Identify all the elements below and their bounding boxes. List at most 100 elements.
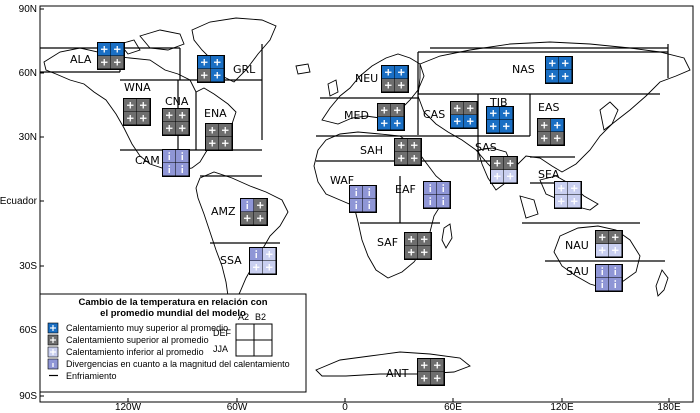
y-axis-label: 30S (19, 261, 37, 272)
legend-col-b: B2 (255, 312, 266, 322)
cell-divergence-dot (614, 280, 617, 282)
region-sas: SAS (475, 141, 518, 184)
coast-madagascar (441, 223, 453, 249)
coast-antarctica (315, 351, 471, 377)
legend-title-line1: Cambio de la temperatura en relación con (79, 297, 268, 308)
cell-divergence-dot (442, 197, 445, 199)
region-label: NEU (355, 72, 378, 85)
legend-item-label: Calentamiento superior al promedio (66, 335, 209, 345)
cell-divergence-dot (368, 201, 371, 203)
region-label: GRL (233, 63, 256, 76)
cell-divergence-dot (614, 267, 617, 269)
region-label: CAS (423, 108, 445, 121)
region-ala: ALA (70, 42, 125, 70)
region-cas: CAS (423, 101, 478, 129)
region-label: CAM (135, 154, 160, 167)
region-label: NAS (512, 63, 535, 76)
cell-divergence-dot (168, 165, 171, 167)
y-axis-label: 60N (19, 68, 37, 79)
region-label: SAF (377, 236, 398, 249)
region-label: WNA (124, 81, 151, 94)
coast-japan (599, 101, 619, 131)
region-ant: ANT (386, 358, 445, 386)
region-label: SEA (538, 168, 560, 181)
cell-divergence-dot (429, 184, 432, 186)
region-grl: GRL (197, 55, 256, 83)
x-axis-label: 60E (444, 402, 462, 413)
cell-divergence-dot (168, 152, 171, 154)
region-eas: EAS (537, 101, 565, 146)
region-wna: WNA (123, 81, 151, 126)
legend-item-label: Calentamiento muy superior al promedio (66, 323, 228, 333)
y-axis-label: Ecuador (0, 196, 38, 207)
region-eaf: EAF (395, 181, 451, 209)
region-saf: SAF (377, 232, 432, 260)
region-label: ENA (204, 107, 227, 120)
cell-divergence-dot (181, 165, 184, 167)
legend-items: Calentamiento muy superior al promedio Ca… (47, 322, 290, 381)
y-axis-label: 30N (19, 132, 37, 143)
legend-item-sp: Calentamiento superior al promedio (47, 334, 209, 346)
cell-divergence-dot (355, 188, 358, 190)
region-label: SAU (566, 265, 589, 278)
legend-item-ip: Calentamiento inferior al promedio (47, 346, 204, 358)
legend-row-a: DEF (213, 328, 232, 338)
legend-item-label: Enfriamiento (66, 371, 117, 381)
legend-item-label: Calentamiento inferior al promedio (66, 347, 204, 357)
region-label: WAF (330, 174, 354, 187)
cell-divergence-dot (255, 250, 258, 252)
x-axis-label: 0 (342, 402, 348, 413)
legend-title-line2: el promedio mundial del modelo (100, 308, 246, 319)
coast-australia (553, 225, 641, 289)
x-axis-label: 60W (227, 402, 248, 413)
region-med: MED (344, 103, 405, 131)
region-label: ANT (386, 367, 409, 380)
y-axis-label: 60S (19, 325, 37, 336)
coast-asia (417, 41, 691, 177)
cell-divergence-dot (429, 197, 432, 199)
y-axis-label: 90N (19, 4, 37, 15)
region-cna: CNA (162, 95, 190, 136)
region-sah: SAH (360, 138, 422, 166)
region-tib: TIB (486, 96, 514, 134)
cell-divergence-dot (601, 267, 604, 269)
region-nau: NAU (565, 230, 623, 258)
region-layer: ALA GRL WNA CNA ENA CAM AMZ SSA NEU MED SAH WAF EAF S… (70, 42, 623, 386)
legend-col-a: A2 (238, 312, 249, 322)
region-label: SAH (360, 144, 383, 157)
region-label: CNA (165, 95, 189, 108)
region-label: ALA (70, 53, 92, 66)
region-cam: CAM (135, 149, 190, 177)
cell-divergence-dot (181, 152, 184, 154)
coast-iceland (295, 63, 311, 75)
region-nas: NAS (512, 56, 573, 84)
legend-item-dv: Divergencias en cuanto a la magnitud del… (47, 358, 290, 370)
cell-divergence-dot (442, 184, 445, 186)
region-label: SAS (475, 141, 497, 154)
region-label: SSA (220, 254, 242, 267)
region-neu: NEU (355, 65, 409, 93)
cell-divergence-dot (246, 201, 249, 203)
region-sea: SEA (538, 168, 582, 209)
coast-greenland (191, 17, 277, 83)
coast-new-zealand (655, 269, 669, 297)
legend-item-label: Divergencias en cuanto a la magnitud del… (66, 359, 290, 369)
region-waf: WAF (330, 174, 377, 213)
region-label: MED (344, 109, 369, 122)
x-axis-label: 180E (657, 402, 681, 413)
cell-divergence-dot (601, 280, 604, 282)
region-label: EAS (538, 101, 559, 114)
legend-row-b: JJA (213, 344, 228, 354)
x-axis-label: 120W (115, 402, 142, 413)
region-label: AMZ (211, 205, 236, 218)
coast-british-isles (327, 79, 339, 97)
region-sau: SAU (566, 264, 623, 292)
coast-south-america (195, 171, 289, 301)
cell-divergence-dot (355, 201, 358, 203)
legend: Cambio de la temperatura en relación con… (39, 293, 307, 393)
legend-item-cool: Enfriamiento (49, 371, 117, 381)
region-ena: ENA (204, 107, 233, 151)
region-label: NAU (565, 239, 589, 252)
coast-se-asia-islands (519, 175, 599, 219)
region-label: EAF (395, 183, 416, 196)
